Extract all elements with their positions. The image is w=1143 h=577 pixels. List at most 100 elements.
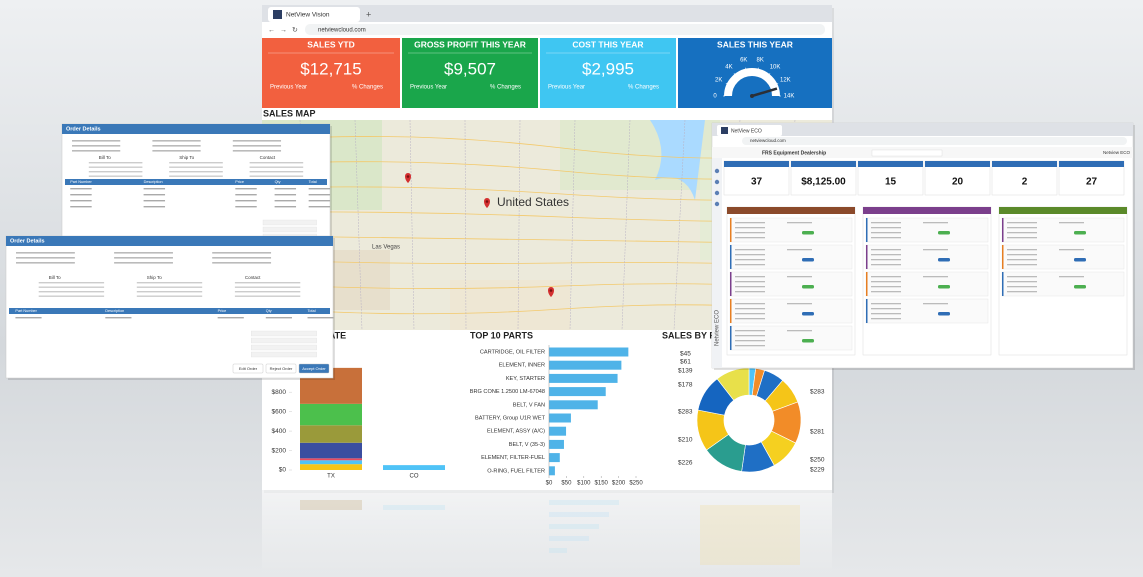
cell-line — [70, 206, 92, 208]
card-line — [735, 318, 765, 320]
window-title: Order Details — [10, 238, 45, 244]
data-label: $178 — [678, 382, 693, 389]
bar-segment — [300, 458, 362, 461]
card-line — [1007, 264, 1037, 266]
cell-line — [274, 206, 297, 208]
stat-header — [1059, 161, 1124, 167]
data-label: $139 — [678, 368, 693, 375]
map-pin[interactable] — [548, 287, 554, 297]
border — [569, 119, 576, 331]
url-field[interactable] — [305, 24, 825, 35]
search-box[interactable] — [871, 149, 943, 157]
x-tick-label: $250 — [629, 481, 643, 487]
button[interactable] — [298, 363, 330, 374]
sidebar-icon[interactable] — [714, 168, 720, 174]
window-title: Order Details — [66, 126, 101, 132]
card-line — [923, 303, 948, 305]
card-line — [1007, 222, 1037, 224]
order-card[interactable] — [865, 298, 989, 324]
new-tab[interactable]: + — [366, 9, 371, 19]
map-label: United States — [497, 195, 569, 209]
card-line — [735, 264, 765, 266]
order-card[interactable] — [865, 217, 989, 243]
bar — [549, 347, 629, 357]
cell-line — [308, 206, 331, 208]
reflection-shape — [549, 512, 609, 517]
info-line — [72, 145, 121, 147]
column-heading: Part Number — [70, 180, 92, 184]
card-line — [1007, 249, 1037, 251]
order-card[interactable] — [1001, 244, 1125, 270]
bar-segment — [383, 465, 445, 470]
card-accent — [730, 326, 732, 350]
stat-header — [724, 161, 789, 167]
order-card[interactable] — [729, 244, 853, 270]
sidebar-icon[interactable] — [714, 201, 720, 207]
info-line — [232, 150, 282, 152]
url: netviewcloud.com — [750, 138, 786, 143]
info-line — [38, 291, 105, 293]
button-label: Accept Order — [302, 366, 326, 371]
card-line — [787, 249, 812, 251]
tab-title: NetView Vision — [286, 12, 330, 19]
info-line — [234, 295, 301, 297]
gauge-tick-label: 8K — [757, 58, 764, 64]
card-line — [735, 313, 765, 315]
sidebar-icon[interactable] — [714, 190, 720, 196]
card-line — [787, 276, 812, 278]
stat-value: 2 — [1022, 177, 1028, 188]
info-line — [72, 150, 121, 152]
bar-segment — [300, 425, 362, 443]
card-line — [1007, 259, 1037, 261]
stat-header — [992, 161, 1057, 167]
tab[interactable] — [717, 125, 782, 136]
order-card[interactable] — [865, 244, 989, 270]
card-line — [735, 281, 765, 283]
card-line — [923, 249, 948, 251]
column-header — [727, 207, 855, 214]
button[interactable] — [232, 363, 264, 374]
info-line — [16, 262, 75, 264]
kpi-previous: Previous Year — [548, 85, 585, 91]
section-heading: Contact — [245, 275, 261, 280]
map-pin[interactable] — [484, 198, 490, 208]
card-line — [871, 237, 901, 239]
info-line — [38, 282, 105, 284]
data-label: $283 — [678, 409, 693, 416]
order-card[interactable] — [729, 325, 853, 351]
order-card[interactable] — [729, 271, 853, 297]
order-card[interactable] — [1001, 217, 1125, 243]
order-card[interactable] — [729, 298, 853, 324]
info-line — [136, 286, 203, 288]
cell-line — [235, 194, 257, 196]
bar-segment — [300, 464, 362, 470]
order-card[interactable] — [865, 271, 989, 297]
nav-button[interactable]: ← — [268, 27, 275, 34]
card-line — [871, 276, 901, 278]
card-line — [735, 330, 765, 332]
map-pin[interactable] — [405, 173, 411, 183]
order-card[interactable] — [1001, 271, 1125, 297]
sidebar-icon[interactable] — [714, 179, 720, 185]
column-heading: Description — [144, 180, 163, 184]
data-label: $229 — [810, 467, 825, 474]
data-label: $210 — [678, 437, 693, 444]
button[interactable] — [265, 363, 297, 374]
order-card[interactable] — [729, 217, 853, 243]
y-tick-label: $0 — [279, 467, 287, 474]
kpi-value: $12,715 — [300, 59, 361, 78]
card-line — [735, 227, 765, 229]
bar — [549, 453, 560, 463]
stat-value: 27 — [1086, 177, 1098, 188]
info-line — [136, 282, 203, 284]
card-line — [735, 237, 765, 239]
bar — [549, 373, 618, 383]
nav-button[interactable]: ↻ — [292, 27, 298, 34]
card-line — [1059, 276, 1084, 278]
nav-button[interactable]: → — [280, 27, 287, 34]
tab[interactable] — [268, 7, 360, 22]
table-header — [9, 308, 330, 314]
url-field[interactable] — [742, 137, 1127, 145]
reflection — [262, 490, 832, 577]
kpi-tile — [262, 38, 400, 108]
